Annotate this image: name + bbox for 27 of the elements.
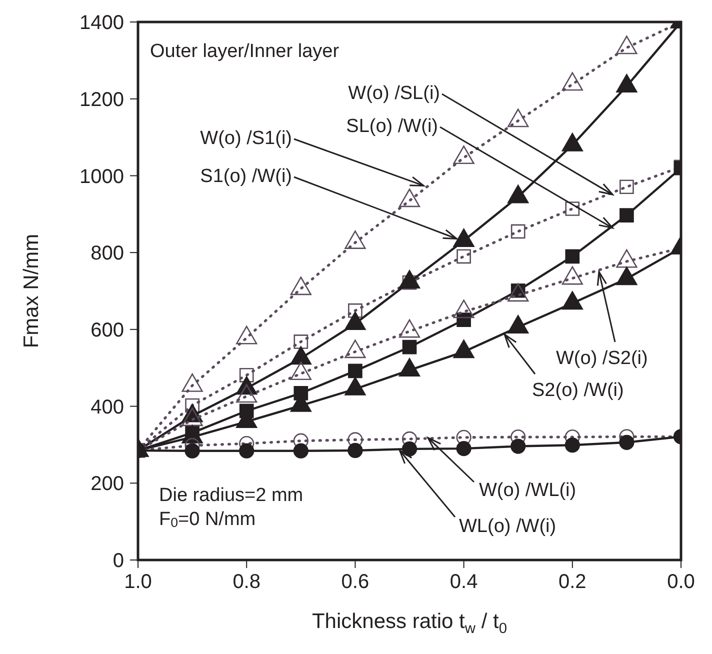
annotation: Outer layer/Inner layer [150,41,340,62]
y-tick-label: 200 [90,473,124,496]
y-tick-label: 1200 [80,88,124,111]
annotation: S2(o) /W(i) [532,380,624,402]
x-tick-label: 1.0 [124,571,152,594]
annotation: S1(o) /W(i) [200,166,292,188]
annotation: Die radius=2 mm [159,485,304,506]
x-tick-label: 0.8 [232,571,261,594]
y-tick-label: 1400 [80,12,124,34]
y-tick-label: 800 [90,242,124,265]
annotation: WL(o) /W(i) [459,516,556,538]
annotation: W(o) /SL(i) [348,83,440,104]
y-axis-title: Fmax N/mm [20,234,43,348]
annotation: SL(o) /W(i) [346,116,438,138]
annotation: W(o) /S1(i) [200,128,292,150]
annotation: W(o) /S2(i) [556,348,648,370]
x-axis-title: Thickness ratio t$_{w}$ / t$_{0}$ [312,610,508,636]
x-tick-label: 0.4 [450,571,478,594]
x-tick-label: 0.2 [558,571,586,594]
annotation: W(o) /WL(i) [479,480,576,502]
x-tick-label: 0.6 [341,571,370,594]
x-tick-label: 0.0 [667,571,695,594]
y-tick-label: 400 [90,396,124,418]
y-tick-label: 0 [112,550,124,572]
y-tick-label: 1000 [80,166,124,188]
y-tick-label: 600 [90,320,124,342]
annotation: F$_{0}$=0 N/mm [159,509,256,530]
